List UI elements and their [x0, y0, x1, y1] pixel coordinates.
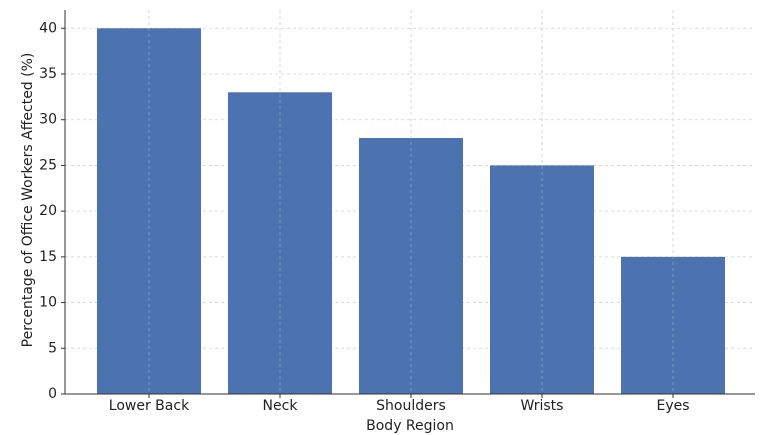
y-tick-label: 25 — [39, 157, 57, 173]
x-tick-label: Shoulders — [376, 398, 446, 414]
y-tick-label: 35 — [39, 66, 57, 82]
x-axis-label: Body Region — [366, 418, 454, 434]
y-tick-label: 20 — [39, 203, 57, 219]
x-tick-label: Neck — [263, 398, 299, 414]
x-tick-label: Lower Back — [109, 398, 190, 414]
bar — [621, 256, 725, 394]
y-tick-label: 30 — [39, 112, 57, 128]
bar — [359, 138, 463, 394]
x-tick-label: Wrists — [521, 398, 564, 414]
y-tick-label: 5 — [48, 340, 57, 356]
y-axis-label: Percentage of Office Workers Affected (%… — [20, 53, 36, 348]
y-tick-label: 0 — [48, 386, 57, 402]
y-tick-label: 10 — [39, 295, 57, 311]
x-tick-label: Eyes — [656, 398, 689, 414]
y-tick-label: 40 — [39, 20, 57, 36]
y-tick-label: 15 — [39, 249, 57, 265]
